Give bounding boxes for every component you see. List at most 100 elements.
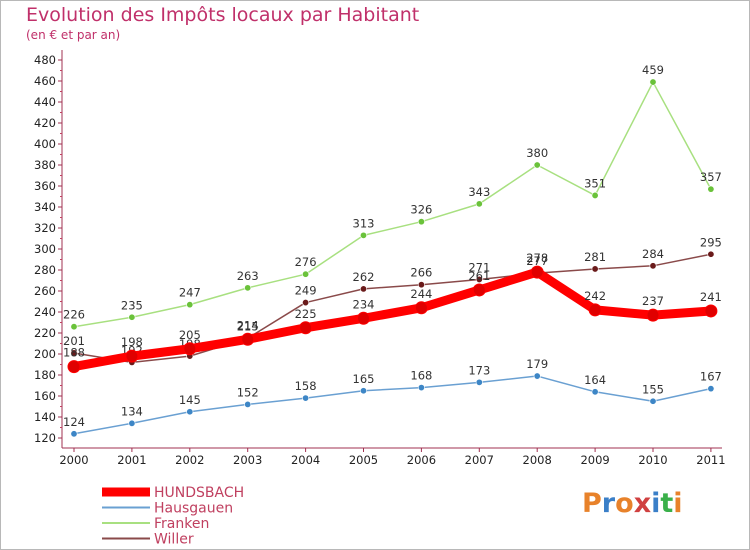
data-label: 235 bbox=[121, 298, 143, 312]
data-point bbox=[359, 231, 367, 239]
data-point bbox=[646, 308, 660, 322]
y-tick-label: 240 bbox=[34, 305, 56, 319]
y-tick-label: 380 bbox=[34, 158, 56, 172]
data-point bbox=[128, 419, 136, 427]
data-label: 168 bbox=[410, 369, 432, 383]
data-label: 155 bbox=[642, 382, 664, 396]
legend-label-willer: Willer bbox=[154, 532, 194, 548]
data-point bbox=[475, 200, 483, 208]
x-tick-label: 2002 bbox=[175, 453, 204, 467]
logo-letter: x bbox=[633, 488, 652, 519]
series-line-franken bbox=[73, 81, 712, 328]
data-label: 261 bbox=[468, 269, 490, 283]
data-point bbox=[588, 303, 602, 317]
x-tick-label: 2004 bbox=[291, 453, 320, 467]
data-point bbox=[417, 384, 425, 392]
data-label: 145 bbox=[179, 393, 201, 407]
data-label: 326 bbox=[410, 203, 432, 217]
y-tick-label: 360 bbox=[34, 179, 56, 193]
y-tick-label: 140 bbox=[34, 410, 56, 424]
data-label: 244 bbox=[410, 287, 432, 301]
logo-letter: i bbox=[651, 488, 661, 519]
data-label: 226 bbox=[63, 308, 85, 322]
y-tick-label: 320 bbox=[34, 221, 56, 235]
data-label: 271 bbox=[468, 260, 490, 274]
data-label: 459 bbox=[642, 63, 664, 77]
data-label: 124 bbox=[63, 415, 85, 429]
data-label: 198 bbox=[121, 335, 143, 349]
data-point bbox=[67, 360, 81, 374]
series-line-hausgauen bbox=[73, 375, 712, 435]
data-point bbox=[649, 262, 657, 270]
data-point bbox=[472, 283, 486, 297]
logo-letter: P bbox=[582, 488, 602, 519]
x-tick-label: 2008 bbox=[523, 453, 552, 467]
data-point bbox=[359, 285, 367, 293]
series-line-hundsbach bbox=[69, 267, 716, 372]
data-point bbox=[241, 332, 255, 346]
data-label: 134 bbox=[121, 404, 143, 418]
y-tick-label: 440 bbox=[34, 95, 56, 109]
data-point bbox=[125, 349, 139, 363]
data-label: 167 bbox=[700, 370, 722, 384]
x-tick-label: 2006 bbox=[407, 453, 436, 467]
data-label: 343 bbox=[468, 185, 490, 199]
data-point bbox=[128, 313, 136, 321]
y-tick-label: 340 bbox=[34, 200, 56, 214]
y-tick-label: 280 bbox=[34, 263, 56, 277]
y-tick-label: 180 bbox=[34, 368, 56, 382]
data-label: 225 bbox=[295, 307, 317, 321]
chart-subtitle: (en € et par an) bbox=[26, 28, 121, 42]
data-point bbox=[244, 284, 252, 292]
data-label: 237 bbox=[642, 294, 664, 308]
y-tick-label: 300 bbox=[34, 242, 56, 256]
data-label: 241 bbox=[700, 290, 722, 304]
data-point bbox=[70, 430, 78, 438]
y-tick-label: 400 bbox=[34, 137, 56, 151]
data-point bbox=[359, 387, 367, 395]
y-tick-label: 200 bbox=[34, 347, 56, 361]
data-point bbox=[186, 301, 194, 309]
data-point bbox=[707, 250, 715, 258]
data-point bbox=[70, 349, 78, 357]
data-point bbox=[414, 301, 428, 315]
data-label: 158 bbox=[295, 379, 317, 393]
x-tick-label: 2009 bbox=[580, 453, 609, 467]
data-label: 179 bbox=[526, 357, 548, 371]
data-label: 188 bbox=[63, 346, 85, 360]
x-tick-label: 2010 bbox=[638, 453, 667, 467]
data-point bbox=[591, 191, 599, 199]
data-label: 263 bbox=[237, 269, 259, 283]
data-label: 313 bbox=[353, 216, 375, 230]
data-label: 215 bbox=[237, 319, 259, 333]
data-point bbox=[707, 185, 715, 193]
y-tick-label: 260 bbox=[34, 284, 56, 298]
data-point bbox=[533, 372, 541, 380]
data-label: 266 bbox=[410, 266, 432, 280]
data-label: 281 bbox=[584, 250, 606, 264]
data-point bbox=[357, 311, 370, 325]
x-tick-label: 2000 bbox=[59, 453, 88, 467]
y-tick-label: 160 bbox=[34, 389, 56, 403]
data-label: 164 bbox=[584, 373, 606, 387]
legend-label-hausgauen: Hausgauen bbox=[154, 501, 233, 517]
data-point bbox=[302, 394, 310, 402]
data-point bbox=[704, 304, 718, 318]
data-label: 284 bbox=[642, 247, 664, 261]
data-point bbox=[533, 161, 541, 169]
data-label: 277 bbox=[526, 254, 548, 268]
data-point bbox=[299, 321, 313, 335]
data-label: 165 bbox=[353, 372, 375, 386]
x-tick-label: 2007 bbox=[465, 453, 494, 467]
x-tick-label: 2005 bbox=[349, 453, 378, 467]
data-label: 351 bbox=[584, 176, 606, 190]
data-point bbox=[302, 299, 310, 307]
data-point bbox=[649, 78, 657, 86]
data-point bbox=[475, 275, 483, 283]
x-tick-label: 2001 bbox=[117, 453, 146, 467]
data-label: 276 bbox=[295, 255, 317, 269]
data-label: 214 bbox=[237, 318, 259, 332]
logo-letter: i bbox=[673, 488, 683, 519]
